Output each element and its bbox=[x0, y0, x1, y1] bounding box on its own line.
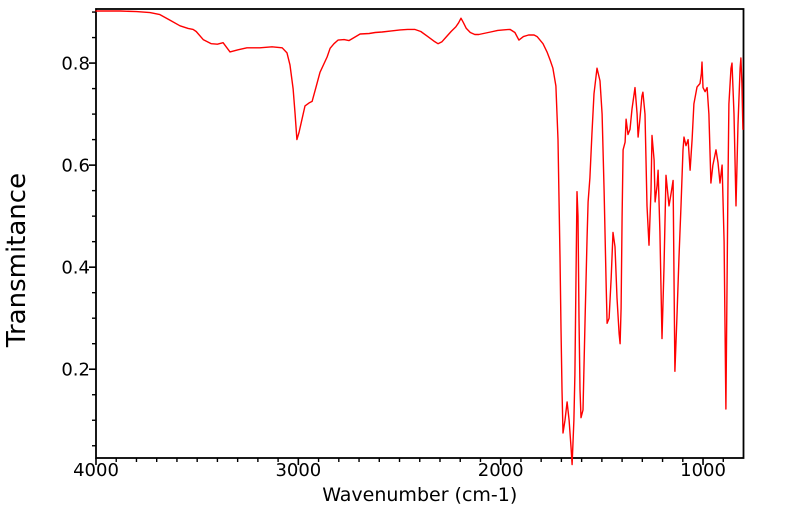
x-tick-label: 2000 bbox=[478, 460, 524, 481]
x-tick-label: 1000 bbox=[680, 460, 726, 481]
spectrum-line bbox=[95, 10, 744, 466]
x-tick-label: 3000 bbox=[275, 460, 321, 481]
x-axis-label: Wavenumber (cm-1) bbox=[322, 484, 517, 506]
x-tick-label: 4000 bbox=[73, 460, 119, 481]
y-tick-label: 0.2 bbox=[61, 360, 90, 381]
y-tick-label: 0.8 bbox=[61, 54, 90, 75]
y-axis-label: Transmitance bbox=[2, 173, 32, 348]
y-tick-label: 0.4 bbox=[61, 258, 90, 279]
axes-frame bbox=[95, 8, 745, 459]
y-tick-label: 0.6 bbox=[61, 156, 90, 177]
